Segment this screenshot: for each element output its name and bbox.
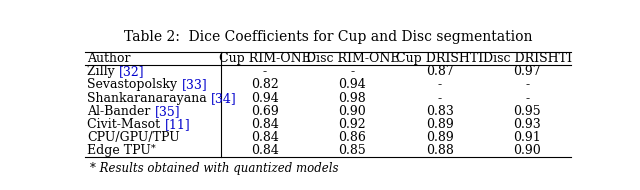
Text: -: - [525, 78, 529, 91]
Text: -: - [350, 65, 355, 78]
Text: 0.87: 0.87 [426, 65, 454, 78]
Text: Shankaranarayana: Shankaranarayana [88, 92, 211, 105]
Text: 0.82: 0.82 [251, 78, 278, 91]
Text: CPU/GPU/TPU: CPU/GPU/TPU [88, 131, 180, 144]
Text: 0.97: 0.97 [513, 65, 541, 78]
Text: 0.88: 0.88 [426, 144, 454, 157]
Text: Al-Bander: Al-Bander [88, 105, 155, 118]
Text: 0.83: 0.83 [426, 105, 454, 118]
Text: 0.69: 0.69 [251, 105, 278, 118]
Text: [32]: [32] [119, 65, 145, 78]
Text: 0.90: 0.90 [513, 144, 541, 157]
Text: *: * [151, 143, 156, 152]
Text: 0.86: 0.86 [339, 131, 366, 144]
Text: 0.84: 0.84 [251, 144, 279, 157]
Text: -: - [438, 92, 442, 105]
Text: Table 2:  Dice Coefficients for Cup and Disc segmentation: Table 2: Dice Coefficients for Cup and D… [124, 30, 532, 44]
Text: 0.85: 0.85 [339, 144, 366, 157]
Text: 0.89: 0.89 [426, 118, 454, 131]
Text: -: - [525, 92, 529, 105]
Text: 0.90: 0.90 [339, 105, 366, 118]
Text: 0.91: 0.91 [513, 131, 541, 144]
Text: Cup DRISHTI: Cup DRISHTI [396, 52, 483, 65]
Text: 0.93: 0.93 [513, 118, 541, 131]
Text: Disc RIM-ONE: Disc RIM-ONE [305, 52, 399, 65]
Text: [11]: [11] [164, 118, 190, 131]
Text: 0.92: 0.92 [339, 118, 366, 131]
Text: 0.89: 0.89 [426, 131, 454, 144]
Text: -: - [263, 65, 267, 78]
Text: -: - [438, 78, 442, 91]
Text: 0.84: 0.84 [251, 118, 279, 131]
Text: * Results obtained with quantized models: * Results obtained with quantized models [90, 162, 339, 175]
Text: Author: Author [88, 52, 131, 65]
Text: 0.94: 0.94 [339, 78, 366, 91]
Text: Zilly: Zilly [88, 65, 119, 78]
Text: 0.98: 0.98 [339, 92, 366, 105]
Text: [35]: [35] [155, 105, 180, 118]
Text: Civit-Masot: Civit-Masot [88, 118, 164, 131]
Text: 0.94: 0.94 [251, 92, 278, 105]
Text: [33]: [33] [182, 78, 207, 91]
Text: Disc DRISHTI: Disc DRISHTI [483, 52, 572, 65]
Text: Sevastopolsky: Sevastopolsky [88, 78, 182, 91]
Text: 0.95: 0.95 [513, 105, 541, 118]
Text: [34]: [34] [211, 92, 237, 105]
Text: Cup RIM-ONE: Cup RIM-ONE [219, 52, 310, 65]
Text: 0.84: 0.84 [251, 131, 279, 144]
Text: Edge TPU: Edge TPU [88, 144, 151, 157]
